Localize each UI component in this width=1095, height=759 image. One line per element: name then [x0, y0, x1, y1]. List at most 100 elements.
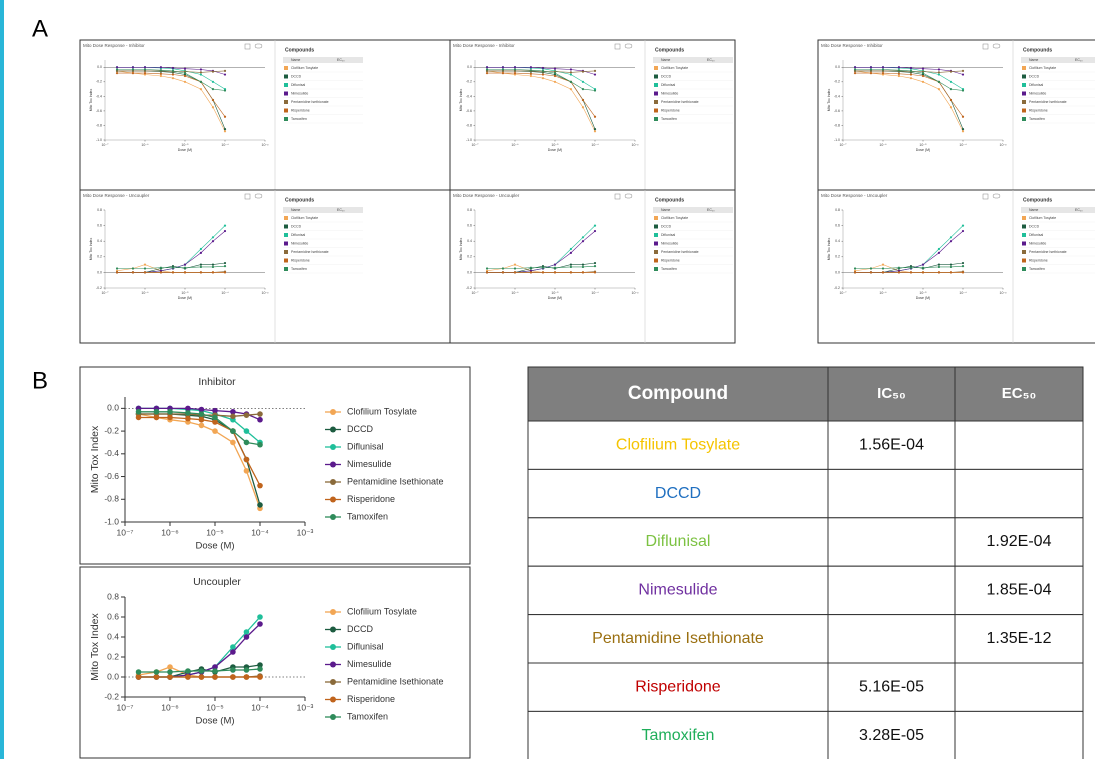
data-point — [909, 271, 913, 274]
x-tick-label: 10⁻⁶ — [879, 291, 887, 295]
x-tick-label: 10⁻⁵ — [919, 291, 927, 295]
data-point — [553, 271, 557, 274]
data-point — [569, 247, 573, 251]
y-tick-label: 0.0 — [835, 270, 840, 274]
list-swatch — [654, 250, 658, 254]
data-point — [135, 669, 142, 675]
data-point — [897, 271, 901, 274]
y-tick-label: 0.4 — [107, 631, 119, 641]
screen-panel — [449, 39, 736, 191]
table-cell-text: Clofilium Tosylate — [616, 436, 740, 453]
x-tick-label: 10⁻⁷ — [471, 143, 479, 147]
table-cell — [527, 565, 829, 616]
data-point — [881, 267, 885, 270]
data-point — [869, 267, 873, 270]
data-point — [569, 263, 573, 266]
data-point — [198, 416, 205, 423]
screen-icon[interactable] — [992, 43, 1001, 49]
list-swatch — [1022, 100, 1026, 104]
data-point — [183, 80, 187, 83]
data-point — [581, 80, 585, 83]
screen-icon[interactable] — [624, 43, 633, 49]
table-cell — [827, 565, 956, 616]
data-point — [909, 266, 913, 269]
data-point — [501, 66, 505, 69]
y-axis-label: Mito Tox Index — [827, 238, 831, 261]
table-cell — [527, 420, 829, 470]
data-point — [581, 265, 585, 269]
data-point — [185, 405, 191, 412]
data-point — [211, 80, 215, 83]
data-point — [183, 74, 187, 78]
screen-icon[interactable] — [992, 193, 1001, 199]
data-point — [230, 644, 236, 650]
y-tick-label: -0.2 — [96, 80, 102, 84]
data-point — [541, 265, 545, 268]
data-point — [961, 73, 965, 76]
x-tick-label: 10⁻⁵ — [551, 291, 559, 295]
list-header: Name — [291, 208, 300, 212]
screen-icon[interactable] — [982, 193, 989, 200]
data-point — [212, 419, 218, 425]
x-tick-label: 10⁻⁵ — [206, 527, 223, 537]
table-cell — [954, 662, 1084, 712]
data-point — [529, 69, 533, 72]
list-header: EC₅₀ — [1075, 58, 1083, 62]
data-point — [485, 271, 489, 274]
data-point — [243, 428, 250, 434]
list-swatch — [284, 100, 288, 104]
table-cell — [954, 565, 1084, 616]
data-point — [243, 629, 250, 635]
x-tick-label: 10⁻⁵ — [206, 702, 223, 712]
x-tick-label: 10⁻⁷ — [101, 143, 109, 147]
list-name: Tamoxifen — [661, 117, 677, 121]
x-tick-label: 10⁻⁴ — [221, 291, 229, 295]
data-point — [131, 267, 135, 270]
screen-icon[interactable] — [244, 43, 251, 50]
table-cell — [527, 710, 829, 759]
screen-icon[interactable] — [624, 193, 633, 199]
data-point — [961, 130, 965, 133]
data-point — [198, 668, 205, 674]
data-point — [159, 269, 163, 272]
legend-label: Tamoxifen — [347, 511, 388, 521]
data-point — [183, 67, 187, 70]
list-name: DCCD — [661, 224, 672, 228]
y-tick-label: 0.6 — [97, 224, 102, 228]
list-swatch — [654, 83, 658, 87]
x-tick-label: 10⁻⁷ — [839, 291, 847, 295]
list-name: DCCD — [1029, 224, 1040, 228]
data-point — [909, 265, 913, 268]
screen-icon[interactable] — [982, 43, 989, 50]
list-swatch — [1022, 83, 1026, 87]
data-point — [513, 263, 517, 266]
data-point — [513, 271, 517, 274]
list-name: Risperidone — [1029, 258, 1048, 262]
data-point — [199, 265, 203, 269]
y-tick-label: -0.2 — [104, 691, 119, 701]
y-tick-label: -0.6 — [466, 109, 472, 113]
data-point — [897, 72, 901, 75]
data-point — [230, 667, 236, 673]
data-point — [949, 70, 953, 73]
data-point — [198, 406, 205, 413]
list-header-bg — [1021, 57, 1095, 63]
screen-icon[interactable] — [254, 193, 263, 199]
table-header-cell — [954, 366, 1084, 422]
y-tick-label: -0.6 — [104, 471, 119, 481]
x-tick-label: 10⁻³ — [262, 291, 270, 295]
y-tick-label: 0.2 — [467, 255, 472, 259]
screen-icon[interactable] — [244, 193, 251, 200]
list-swatch — [654, 100, 658, 104]
list-header-bg — [1021, 207, 1095, 213]
screen-icon[interactable] — [614, 43, 621, 50]
data-point — [230, 649, 236, 655]
list-header: Name — [1029, 208, 1038, 212]
screen-icon[interactable] — [254, 43, 263, 49]
y-tick-label: 0.6 — [835, 224, 840, 228]
data-point — [593, 73, 597, 76]
screen-icon[interactable] — [614, 193, 621, 200]
y-tick-label: 0.0 — [107, 403, 119, 413]
data-point — [223, 69, 227, 73]
